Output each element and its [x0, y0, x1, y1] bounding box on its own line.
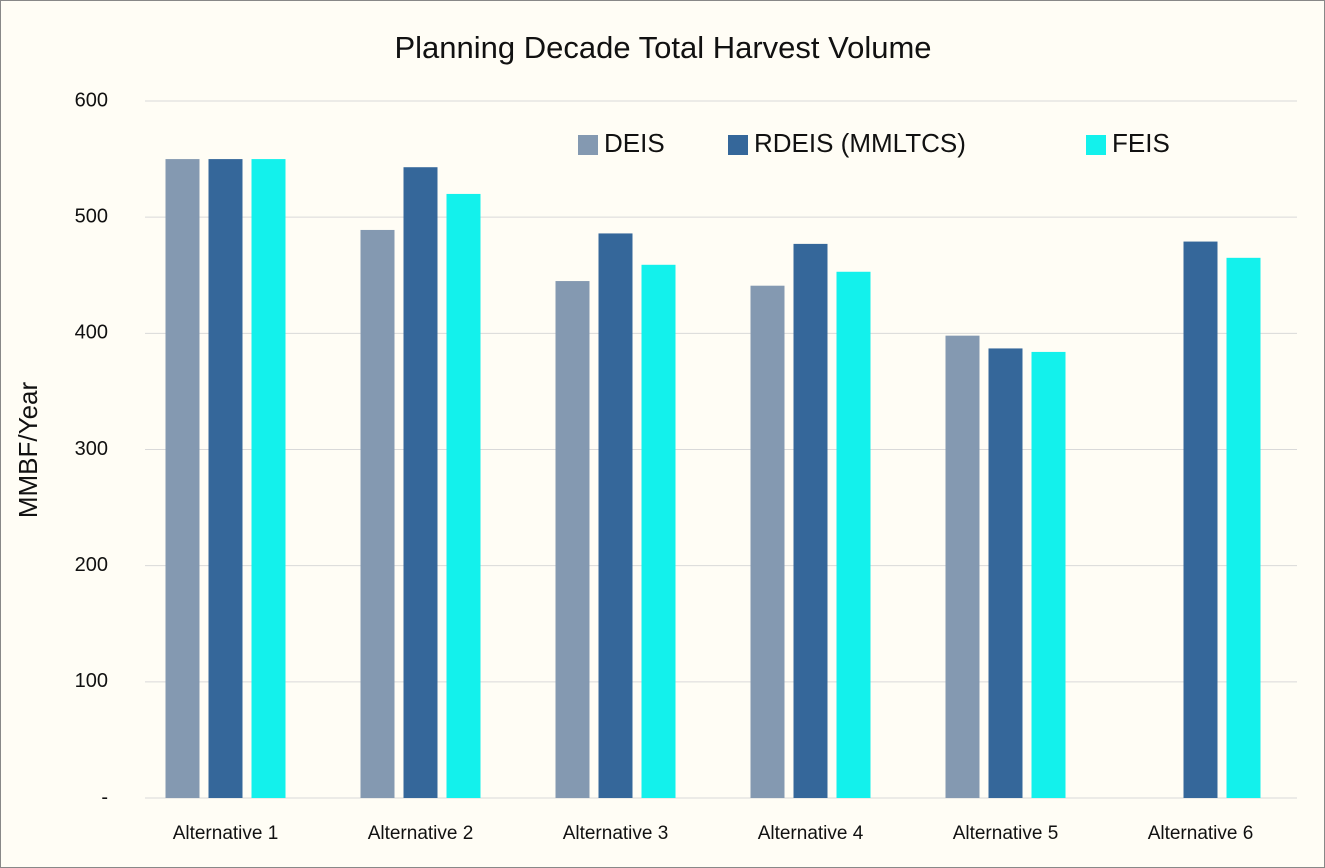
bar [555, 281, 590, 798]
bar [251, 159, 286, 799]
legend-swatch [1086, 135, 1106, 155]
y-tick-label: 500 [75, 205, 108, 227]
bar [598, 233, 633, 798]
x-tick-label: Alternative 3 [563, 823, 669, 844]
legend-swatch [728, 135, 748, 155]
bar [1183, 241, 1218, 799]
chart-title: Planning Decade Total Harvest Volume [394, 30, 931, 65]
legend-swatch [578, 135, 598, 155]
bar [208, 159, 243, 799]
bar [793, 243, 828, 798]
bar [1031, 351, 1066, 798]
bar [446, 193, 481, 798]
bar [403, 167, 438, 799]
bar [165, 159, 200, 799]
legend-label: RDEIS (MMLTCS) [754, 128, 966, 158]
bar [641, 264, 676, 798]
bar [1226, 257, 1261, 798]
y-tick-label: 100 [75, 670, 108, 692]
bar [360, 229, 395, 798]
x-tick-label: Alternative 4 [758, 823, 864, 844]
legend-label: DEIS [604, 128, 665, 158]
y-tick-label: - [101, 786, 108, 808]
y-tick-label: 400 [75, 322, 108, 344]
x-tick-label: Alternative 1 [173, 823, 279, 844]
bar [988, 348, 1023, 798]
bar [836, 271, 871, 798]
y-tick-label: 600 [75, 89, 108, 111]
x-tick-label: Alternative 6 [1148, 823, 1254, 844]
y-axis-label: MMBF/Year [13, 382, 43, 519]
bar [945, 335, 980, 798]
bar [750, 285, 785, 799]
x-tick-label: Alternative 2 [368, 823, 474, 844]
y-tick-label: 300 [75, 438, 108, 460]
x-tick-label: Alternative 5 [953, 823, 1059, 844]
y-tick-label: 200 [75, 554, 108, 576]
legend-label: FEIS [1112, 128, 1170, 158]
